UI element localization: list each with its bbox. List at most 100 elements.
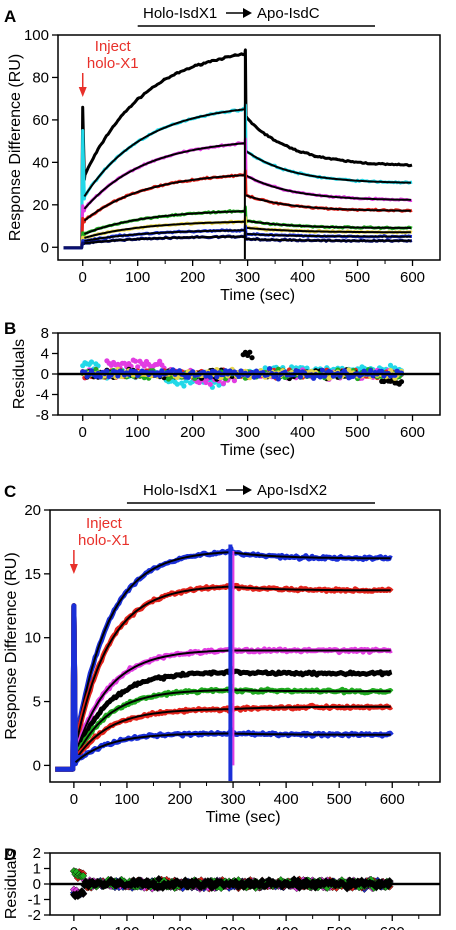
panel-label: C bbox=[4, 482, 16, 501]
x-tick-label: 100 bbox=[125, 424, 150, 441]
residual-point bbox=[157, 358, 163, 364]
x-tick-label: 400 bbox=[290, 424, 315, 441]
residual-point bbox=[216, 382, 222, 388]
x-tick-label: 200 bbox=[180, 269, 205, 286]
panel-label: B bbox=[4, 319, 16, 338]
y-tick-label: 0 bbox=[33, 757, 41, 774]
x-tick-label: 500 bbox=[345, 269, 370, 286]
residual-point bbox=[267, 366, 273, 372]
header-arrow-head bbox=[243, 8, 252, 18]
header: Holo-IsdX1 Apo-IsdX2 bbox=[126, 482, 375, 504]
residual-point bbox=[398, 379, 405, 385]
residual-point bbox=[97, 374, 103, 380]
panel-D: D0100200300400500600Time (sec)-2-1012Res… bbox=[3, 845, 441, 930]
y-tick-label: 2 bbox=[33, 845, 41, 862]
y-axis: 0 5 10 15 20 Response Difference (RU) bbox=[3, 502, 50, 774]
plot-area bbox=[51, 867, 439, 901]
residual-point bbox=[275, 376, 281, 382]
inject-text-line2: holo-X1 bbox=[87, 55, 139, 72]
residual-point bbox=[154, 874, 163, 883]
y-tick-label: -4 bbox=[36, 387, 49, 404]
x-tick-label: 100 bbox=[114, 791, 139, 808]
residual-point bbox=[253, 368, 259, 374]
residual-point bbox=[170, 367, 176, 373]
x-tick-label: 500 bbox=[327, 924, 352, 930]
panel-B: B 0 100 200 300 400 500 600 Time (sec) -8 -4 0 4 8 Res… bbox=[4, 319, 441, 459]
y-tick-label: 0 bbox=[41, 366, 49, 383]
y-tick-label: 60 bbox=[32, 112, 49, 129]
inject-text-line1: Inject bbox=[86, 515, 123, 532]
x-tick-label: 100 bbox=[114, 924, 139, 930]
header-target: Apo-IsdC bbox=[257, 5, 320, 22]
fit-curve bbox=[83, 174, 411, 222]
x-tick-label: 600 bbox=[380, 924, 405, 930]
fit-curve bbox=[74, 689, 391, 759]
y-axis-label: Residuals bbox=[3, 849, 20, 919]
residual-point bbox=[207, 381, 213, 387]
fit-curve bbox=[74, 551, 391, 745]
residual-point bbox=[165, 376, 172, 382]
plot-area bbox=[63, 48, 413, 259]
residual-point bbox=[135, 364, 141, 370]
header-arrow-head bbox=[243, 485, 252, 495]
fit-curve bbox=[74, 732, 391, 764]
panel-label: A bbox=[4, 7, 16, 26]
y-tick-label: 20 bbox=[32, 197, 49, 214]
y-tick-label: 10 bbox=[24, 630, 41, 647]
y-axis: -8 -4 0 4 8 Residuals bbox=[11, 325, 58, 424]
y-axis-label: Response Difference (RU) bbox=[3, 552, 20, 739]
y-tick-label: -8 bbox=[36, 407, 49, 424]
x-axis-label: Time (sec) bbox=[206, 809, 281, 826]
x-tick-label: 600 bbox=[400, 269, 425, 286]
residual-point bbox=[88, 359, 95, 365]
inject-arrow-head bbox=[69, 564, 78, 574]
x-axis-label: Time (sec) bbox=[220, 442, 295, 459]
residual-point bbox=[104, 368, 110, 374]
plot-frame bbox=[49, 509, 441, 783]
x-axis-label: Time (sec) bbox=[220, 287, 295, 304]
x-tick-label: 600 bbox=[380, 791, 405, 808]
x-tick-label: 0 bbox=[70, 791, 78, 808]
y-tick-label: 40 bbox=[32, 154, 49, 171]
x-tick-label: 600 bbox=[400, 424, 425, 441]
fit-curve bbox=[74, 705, 391, 761]
header-source: Holo-IsdX1 bbox=[143, 5, 217, 22]
residual-point bbox=[249, 355, 255, 361]
x-tick-label: 400 bbox=[274, 791, 299, 808]
x-tick-label: 200 bbox=[167, 791, 192, 808]
fit-curve bbox=[74, 649, 391, 755]
residual-point bbox=[297, 374, 303, 380]
y-tick-label: 100 bbox=[24, 27, 49, 44]
residual-point bbox=[247, 349, 253, 355]
y-tick-label: 4 bbox=[41, 346, 49, 363]
header: Holo-IsdX1 Apo-IsdC bbox=[137, 5, 375, 27]
x-tick-label: 0 bbox=[79, 269, 87, 286]
residual-point bbox=[214, 374, 220, 380]
residual-point bbox=[79, 889, 88, 898]
y-axis-label: Residuals bbox=[11, 339, 28, 409]
y-tick-label: 0 bbox=[41, 239, 49, 256]
x-tick-label: 100 bbox=[125, 269, 150, 286]
residual-point bbox=[368, 367, 374, 374]
residual-point bbox=[295, 368, 301, 375]
y-tick-label: -2 bbox=[28, 907, 41, 924]
x-tick-label: 500 bbox=[327, 791, 352, 808]
residual-point bbox=[132, 358, 139, 364]
fit-curve bbox=[83, 53, 411, 177]
data-trace-black bbox=[63, 48, 413, 250]
y-axis-label: Response Difference (RU) bbox=[7, 54, 24, 241]
x-tick-label: 0 bbox=[79, 424, 87, 441]
inject-arrow-head bbox=[78, 87, 87, 97]
header-source: Holo-IsdX1 bbox=[143, 482, 217, 499]
residual-point bbox=[385, 877, 394, 885]
